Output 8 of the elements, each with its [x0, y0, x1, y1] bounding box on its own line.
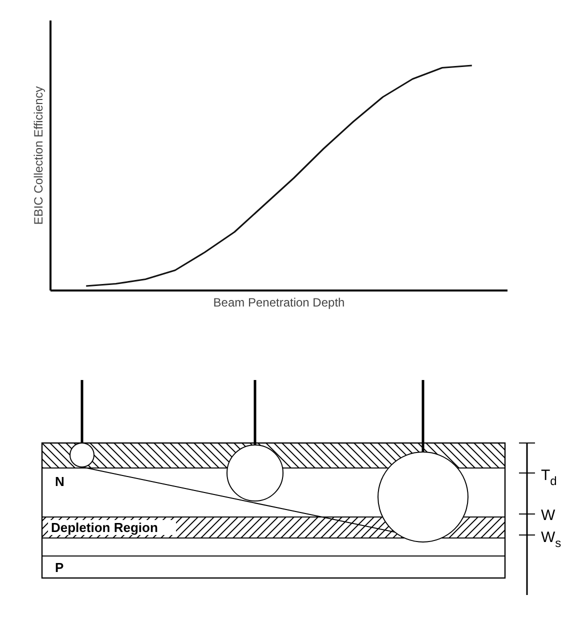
text: W$_{s}$: [541, 529, 562, 550]
text: W: [541, 507, 556, 524]
text: P: [55, 560, 64, 575]
text: N: [55, 474, 64, 489]
x-axis-title: Beam Penetration Depth: [213, 296, 345, 310]
text: T$_{d}$: [541, 467, 557, 488]
y-axis-title: EBIC Collection Efficiency: [32, 86, 46, 225]
text: Depletion Region: [51, 520, 158, 535]
